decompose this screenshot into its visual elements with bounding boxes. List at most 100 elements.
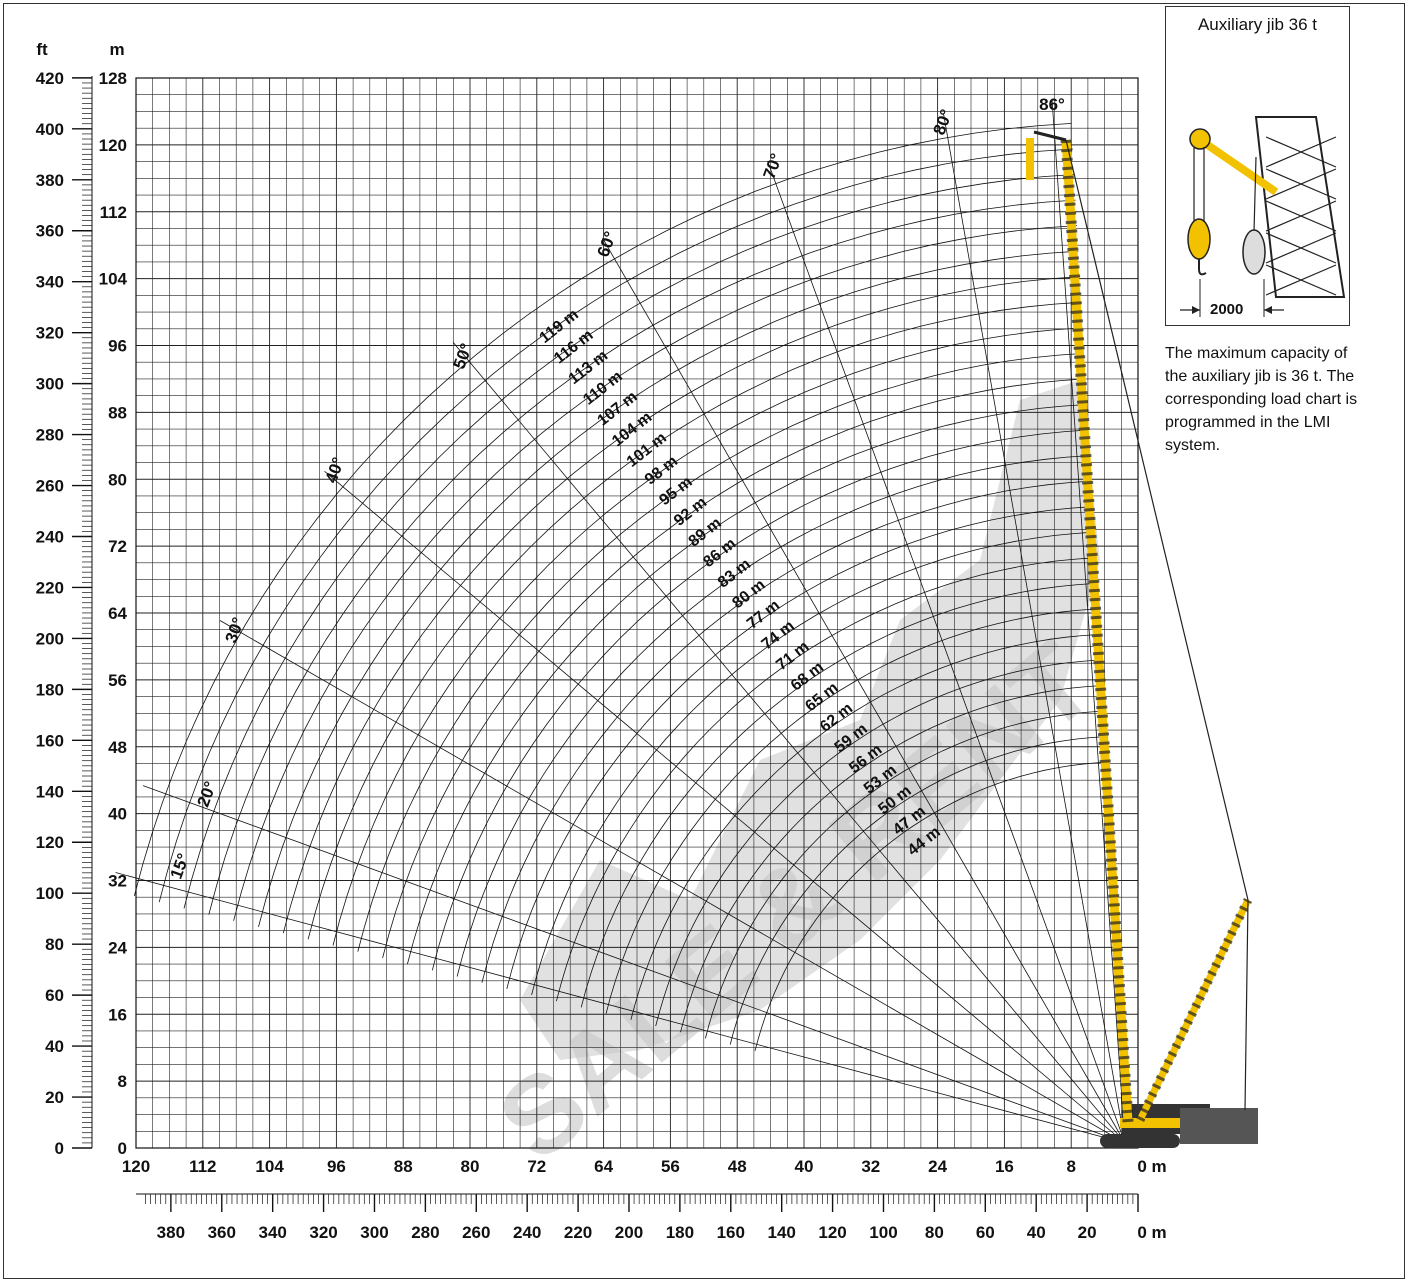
angle-ray xyxy=(142,785,1126,1144)
jib-head xyxy=(1033,130,1067,142)
radius-m-tick-label: 112 xyxy=(189,1157,216,1176)
ft-tick-label: 0 xyxy=(55,1139,64,1158)
angle-ray xyxy=(115,872,1126,1144)
jib-hook xyxy=(1198,259,1207,276)
main-boom-lattice xyxy=(1060,139,1134,1123)
ft-tick-label: 20 xyxy=(45,1088,64,1107)
watermark-shape xyxy=(520,380,1100,1060)
axis-labels: ft m4204003803603403203002802602402202001… xyxy=(36,40,1167,1242)
radius-m-tick-label: 104 xyxy=(255,1157,284,1176)
boom-arc xyxy=(133,123,1072,897)
ft-tick-label: 240 xyxy=(36,527,64,546)
radius-ft-tick-label: 80 xyxy=(925,1223,944,1242)
m-tick-label: 48 xyxy=(108,738,127,757)
m-tick-label: 112 xyxy=(100,203,127,222)
m-tick-label: 8 xyxy=(118,1072,127,1091)
m-tick-label: 120 xyxy=(99,136,127,155)
ft-tick-label: 400 xyxy=(36,120,64,139)
jib-note: The maximum capacity of the auxiliary ji… xyxy=(1165,345,1358,454)
boom-arc xyxy=(655,659,1100,1027)
m-tick-label: 24 xyxy=(108,938,127,957)
ft-tick-label: 280 xyxy=(36,426,64,445)
watermark-logo: SALE & RENT xyxy=(475,380,1116,1184)
ft-scale xyxy=(72,76,1139,1212)
ft-tick-label: 140 xyxy=(36,782,64,801)
boom-arc xyxy=(531,531,1094,996)
angle-ray xyxy=(602,237,1126,1144)
watermark-text: SALE & RENT xyxy=(475,618,1116,1184)
radius-m-tick-label: 80 xyxy=(461,1157,480,1176)
angle-ray xyxy=(943,113,1126,1144)
radius-ft-tick-label: 120 xyxy=(818,1223,846,1242)
ft-tick-label: 40 xyxy=(45,1037,64,1056)
jib-sheave xyxy=(1189,128,1211,150)
jib-title: Auxiliary jib 36 t xyxy=(1197,15,1318,34)
radius-ft-tick-label: 180 xyxy=(666,1223,694,1242)
boom-arc xyxy=(282,276,1080,934)
radius-m-tick-label: 48 xyxy=(728,1157,747,1176)
radius-m-tick-label: 56 xyxy=(661,1157,680,1176)
angle-ray xyxy=(452,342,1126,1144)
boom-arc xyxy=(729,736,1104,1045)
boom-arc xyxy=(332,327,1083,946)
radius-m-tick-label: 32 xyxy=(861,1157,880,1176)
angle-ray xyxy=(324,470,1126,1144)
ft-tick-label: 60 xyxy=(45,986,64,1005)
angle-label: 70° xyxy=(760,151,787,182)
boom-arc xyxy=(307,301,1081,940)
boom-arc xyxy=(506,506,1092,990)
derrick-mast xyxy=(1136,898,1252,1122)
ft-tick-label: 300 xyxy=(36,375,64,394)
grid-border xyxy=(135,77,1139,1149)
radius-ft-tick-label: 300 xyxy=(360,1223,388,1242)
boom-arc xyxy=(556,557,1095,1002)
ft-unit-label: ft xyxy=(36,40,48,59)
angle-ray xyxy=(219,620,1126,1144)
radius-m-tick-label: 96 xyxy=(327,1157,346,1176)
hook-block xyxy=(1026,138,1034,180)
auxiliary-jib-panel: Auxiliary jib 36 t 2000 xyxy=(1165,6,1350,326)
radius-m-tick-label: 64 xyxy=(594,1157,613,1176)
jib-brace xyxy=(1265,264,1337,296)
angle-label: 60° xyxy=(594,229,621,260)
crawler-track xyxy=(1100,1134,1180,1148)
radius-ft-tick-label: 260 xyxy=(462,1223,490,1242)
m-tick-label: 128 xyxy=(99,69,127,88)
ft-tick-label: 180 xyxy=(36,680,64,699)
main-rope xyxy=(1253,156,1257,233)
m-tick-label: 104 xyxy=(99,270,128,289)
jib-brace xyxy=(1265,232,1337,264)
boom-pendant xyxy=(1065,139,1249,901)
radius-m-tick-label: 40 xyxy=(795,1157,814,1176)
ft-tick-label: 200 xyxy=(36,629,64,648)
radius-m-tick-label: 8 xyxy=(1066,1157,1075,1176)
radius-ft-tick-label: 60 xyxy=(976,1223,995,1242)
jib-brace xyxy=(1265,136,1337,168)
radius-ft-tick-label: 100 xyxy=(869,1223,897,1242)
ft-tick-label: 360 xyxy=(36,222,64,241)
boom-arc xyxy=(158,148,1073,903)
jib-hook-block xyxy=(1187,218,1211,260)
radius-ft-zero-label: 0 m xyxy=(1137,1223,1166,1242)
boom-arc xyxy=(754,761,1106,1051)
grid xyxy=(135,77,1139,1149)
boom-arc xyxy=(357,353,1084,952)
radius-m-tick-label: 24 xyxy=(928,1157,947,1176)
diagram-frame xyxy=(3,3,1405,1279)
radius-ft-tick-label: 240 xyxy=(513,1223,541,1242)
ft-tick-label: 380 xyxy=(36,171,64,190)
radius-ft-tick-label: 40 xyxy=(1027,1223,1046,1242)
jib-brace xyxy=(1265,200,1337,232)
m-tick-label: 16 xyxy=(108,1005,127,1024)
m-tick-label: 0 xyxy=(118,1139,127,1158)
ft-tick-label: 320 xyxy=(36,324,64,343)
m-tick-label: 80 xyxy=(108,470,127,489)
radius-m-tick-label: 120 xyxy=(122,1157,150,1176)
counterweight xyxy=(1180,1108,1258,1144)
boom-arc xyxy=(258,250,1079,928)
ft-tick-label: 260 xyxy=(36,477,64,496)
auxiliary-jib-icon xyxy=(1180,116,1346,317)
ft-tick-label: 220 xyxy=(36,578,64,597)
boom-arc xyxy=(630,634,1099,1020)
